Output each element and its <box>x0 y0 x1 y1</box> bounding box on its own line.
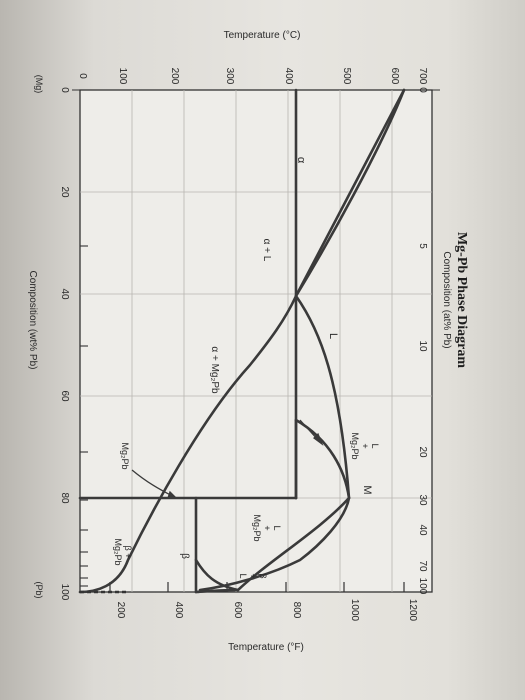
at-tick-0: 0 <box>417 87 428 93</box>
f-tick-1000: 1000 <box>349 599 360 622</box>
diagram-title: Mg-Pb Phase Diagram <box>454 232 469 368</box>
at-tick-40: 40 <box>417 524 428 536</box>
at-tick-70: 70 <box>417 560 428 572</box>
x-end-right-label: (Pb) <box>34 581 44 598</box>
region-beta-l: β+L <box>238 573 268 578</box>
region-mg2pb: Mg₂Pb <box>120 442 130 469</box>
region-beta: β <box>179 553 190 559</box>
c-tick-100: 100 <box>117 68 128 85</box>
at-tick-5: 5 <box>417 243 428 249</box>
c-tick-600: 600 <box>389 68 400 85</box>
solidus-left-line <box>294 88 406 298</box>
c-tick-700: 700 <box>417 68 428 85</box>
x-axis-label: Composition (wt% Pb) <box>27 271 38 370</box>
region-beta-mg2pb: β +Mg₂Pb <box>113 538 133 565</box>
at-tick-100: 100 <box>417 578 428 595</box>
f-tick-200: 200 <box>115 602 126 619</box>
wt-tick-0: 0 <box>59 87 70 93</box>
right-liquidus <box>236 496 351 592</box>
c-tick-500: 500 <box>341 68 352 85</box>
at-tick-10: 10 <box>417 340 428 352</box>
c-tick-400: 400 <box>283 68 294 85</box>
region-alpha-l: α + L <box>261 239 272 262</box>
at-tick-20: 20 <box>417 446 428 458</box>
region-alpha: α <box>295 157 307 164</box>
f-tick-1200: 1200 <box>407 599 418 622</box>
x-end-left-label: (Mg) <box>34 75 44 94</box>
y-axis-right-label: Temperature (°F) <box>228 642 304 653</box>
region-l-mg2pb-1: L+Mg₂Pb <box>350 432 380 459</box>
c-tick-0: 0 <box>77 73 88 79</box>
f-tick-600: 600 <box>232 602 243 619</box>
wt-tick-100: 100 <box>59 584 70 601</box>
c-tick-300: 300 <box>224 68 235 85</box>
region-l-mg2pb-2: L+Mg₂Pb <box>252 514 282 541</box>
f-tick-400: 400 <box>173 602 184 619</box>
at-tick-30: 30 <box>417 494 428 506</box>
wt-tick-40: 40 <box>59 288 70 300</box>
diagram-subtitle: Composition (at% Pb) <box>441 251 452 348</box>
mg2pb-arrow <box>131 419 324 499</box>
plot-frame <box>72 89 440 593</box>
liquidus-left-curve <box>294 88 406 298</box>
region-l: L <box>327 333 339 339</box>
liquidus-left-eutectic-curve <box>294 294 351 500</box>
wt-tick-20: 20 <box>59 186 70 198</box>
wt-tick-60: 60 <box>59 390 70 402</box>
region-m: M <box>361 485 373 494</box>
c-tick-200: 200 <box>169 68 180 85</box>
y-axis-left-label: Temperature (°C) <box>224 30 301 41</box>
region-alpha-mg2pb: α + Mg₂Pb <box>209 346 220 394</box>
f-tick-800: 800 <box>291 602 302 619</box>
alpha-solvus-solidus-curve <box>78 294 298 594</box>
wt-tick-80: 80 <box>59 492 70 504</box>
phase-boundaries <box>78 88 406 594</box>
